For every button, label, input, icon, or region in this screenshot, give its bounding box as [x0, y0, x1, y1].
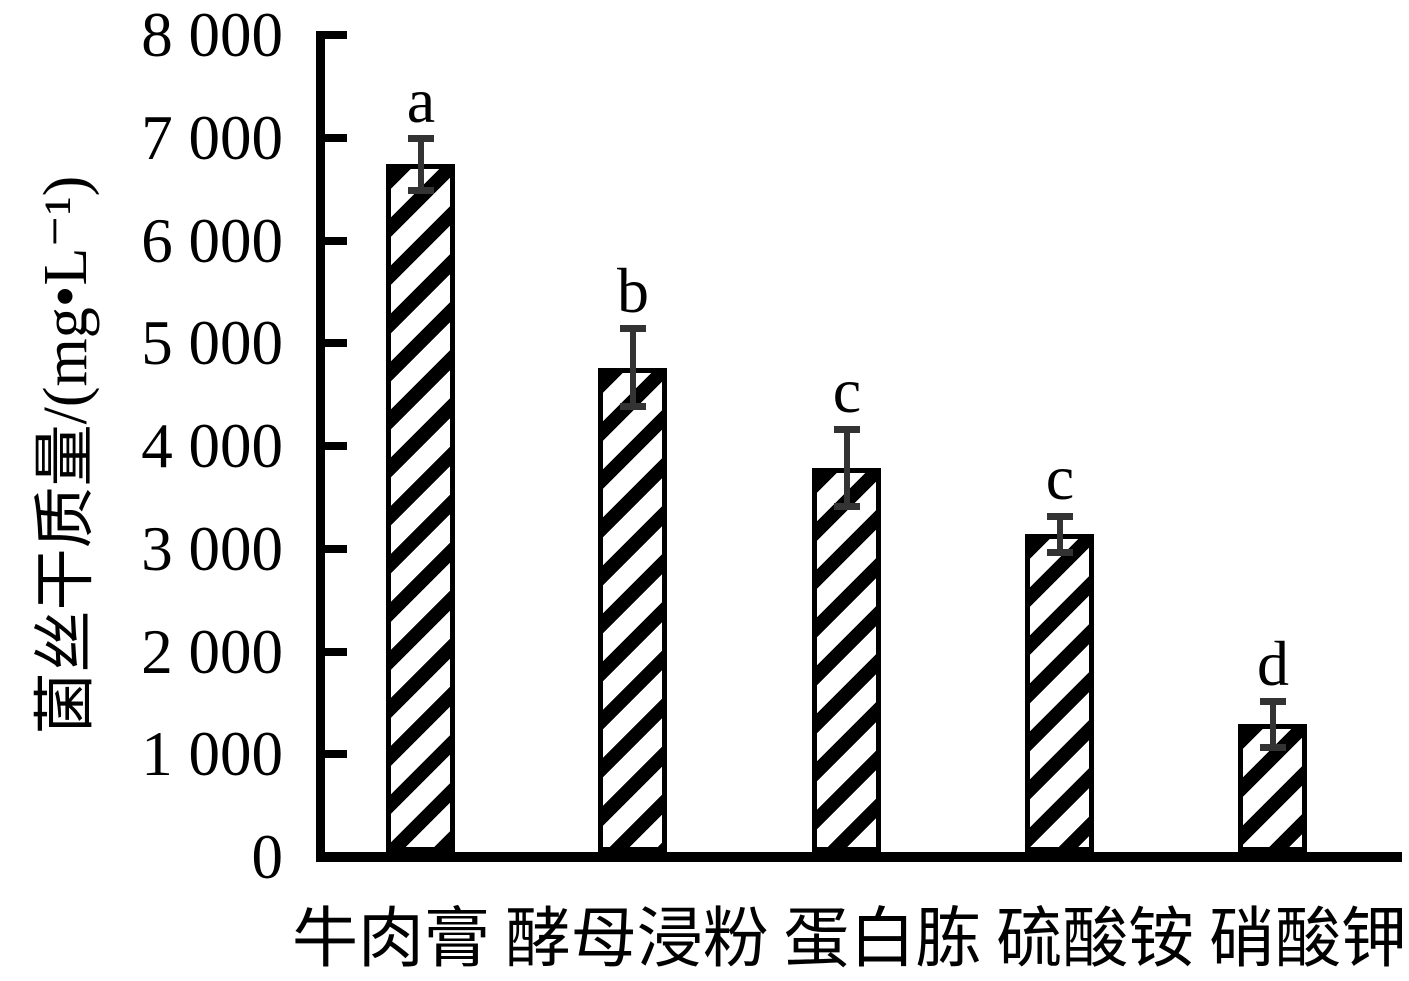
significance-letter: c	[1045, 442, 1075, 514]
x-category-label: 硝酸钾	[1209, 903, 1407, 976]
y-tick-label: 0	[251, 822, 284, 892]
y-tick-label: 2 000	[141, 616, 283, 687]
y-axis-tick	[325, 133, 347, 142]
error-bar-line	[844, 429, 850, 507]
y-axis-tick	[325, 750, 347, 759]
error-bar-cap-top	[620, 325, 646, 333]
y-tick-label: 3 000	[141, 513, 283, 584]
error-bar-line	[1270, 701, 1276, 748]
x-category-label: 硫酸铵	[996, 903, 1195, 976]
significance-letter: c	[832, 355, 862, 427]
error-bar-cap-bottom	[620, 403, 646, 411]
y-tick-label: 5 000	[141, 308, 283, 379]
significance-letter: d	[1257, 627, 1289, 699]
error-bar-cap-top	[408, 135, 434, 143]
bar	[386, 164, 455, 852]
y-axis-tick	[325, 647, 347, 656]
error-bar-cap-top	[834, 425, 860, 433]
significance-letter: a	[406, 64, 436, 136]
x-category-label: 蛋白胨	[783, 903, 982, 976]
error-bar-cap-top	[1260, 698, 1286, 706]
x-category-label: 牛肉膏	[292, 903, 490, 976]
x-category-label: 酵母浸粉	[504, 903, 769, 976]
error-bar-cap-bottom	[1260, 743, 1286, 751]
error-bar-line	[630, 328, 636, 407]
error-bar-cap-bottom	[834, 502, 860, 510]
y-tick-label: 7 000	[141, 102, 283, 173]
y-axis-tick	[325, 31, 347, 39]
error-bar-line	[1057, 516, 1063, 553]
significance-letter: b	[617, 254, 649, 326]
y-axis-tick	[325, 442, 347, 450]
error-bar-cap-bottom	[408, 186, 434, 194]
y-axis-tick	[325, 544, 347, 553]
bar	[1025, 534, 1094, 852]
error-bar-line	[418, 138, 424, 191]
y-tick-label: 1 000	[141, 719, 283, 790]
y-axis-line	[316, 31, 325, 862]
y-axis-tick	[325, 236, 347, 245]
bar	[598, 367, 667, 852]
x-axis-line	[316, 852, 1402, 862]
y-tick-label: 4 000	[141, 411, 283, 481]
y-axis-tick	[325, 339, 347, 348]
y-tick-label: 6 000	[141, 205, 283, 276]
error-bar-cap-top	[1047, 512, 1073, 520]
y-tick-label: 8 000	[141, 0, 283, 70]
error-bar-cap-bottom	[1047, 548, 1073, 556]
x-axis-labels: 牛肉膏 酵母浸粉 蛋白胨 硫酸铵 硝酸钾	[292, 891, 1407, 976]
bar	[812, 467, 881, 852]
